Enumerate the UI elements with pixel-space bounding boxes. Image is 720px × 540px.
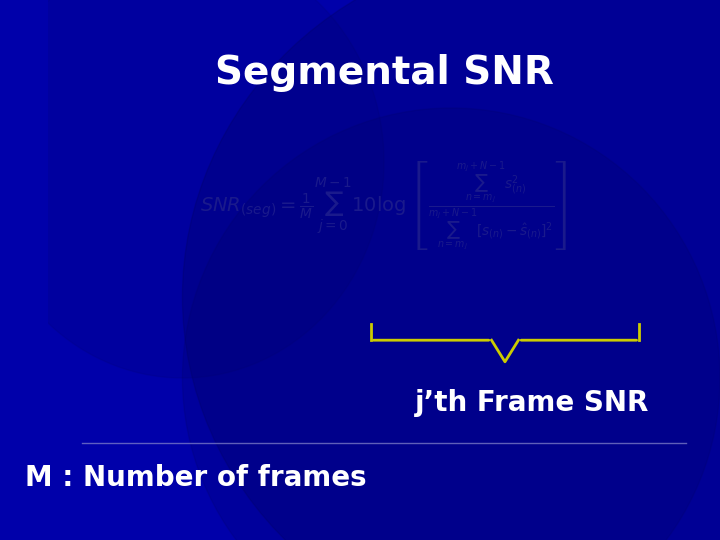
Ellipse shape (182, 0, 720, 540)
Text: $SNR_{(seg)} = \frac{1}{M}\sum_{j=0}^{M-1}10\log\left[\frac{\sum_{n=m_j}^{m_j+N-: $SNR_{(seg)} = \frac{1}{M}\sum_{j=0}^{M-… (200, 159, 567, 252)
Ellipse shape (0, 0, 384, 378)
Text: M : Number of frames: M : Number of frames (25, 464, 366, 492)
Text: j’th Frame SNR: j’th Frame SNR (415, 389, 649, 417)
Text: Segmental SNR: Segmental SNR (215, 54, 554, 92)
Ellipse shape (182, 108, 720, 540)
